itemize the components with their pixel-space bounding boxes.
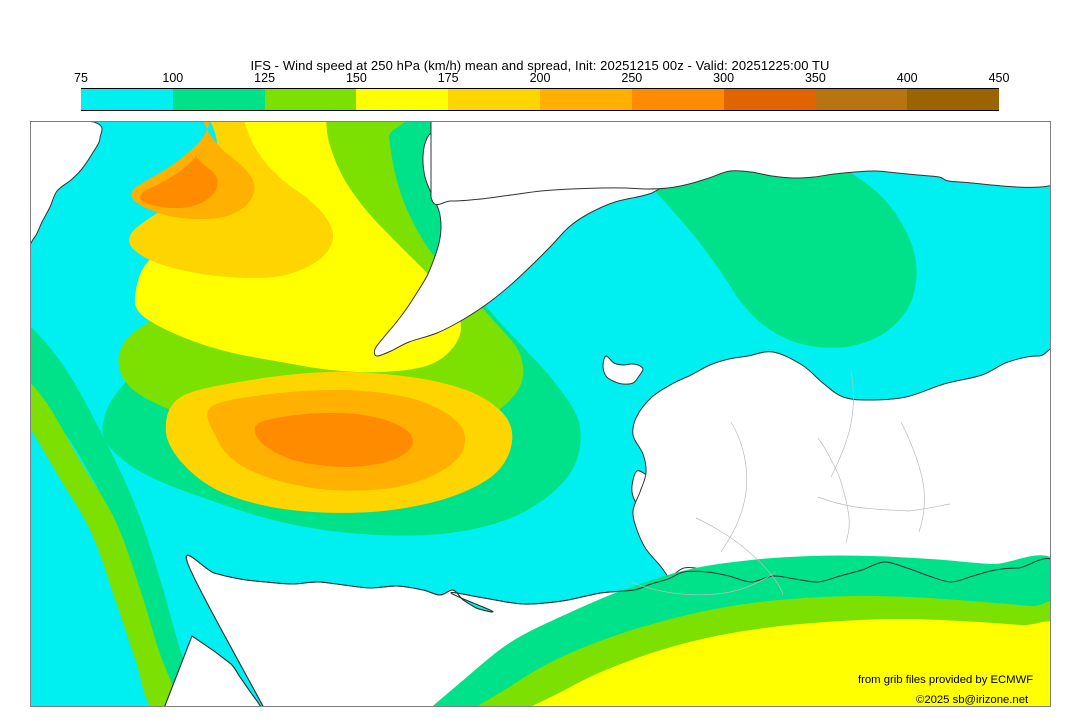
svg-text:from grib files provided by EC: from grib files provided by ECMWF [858,674,1033,686]
svg-text:©2025 sb@irizone.net: ©2025 sb@irizone.net [916,694,1029,706]
